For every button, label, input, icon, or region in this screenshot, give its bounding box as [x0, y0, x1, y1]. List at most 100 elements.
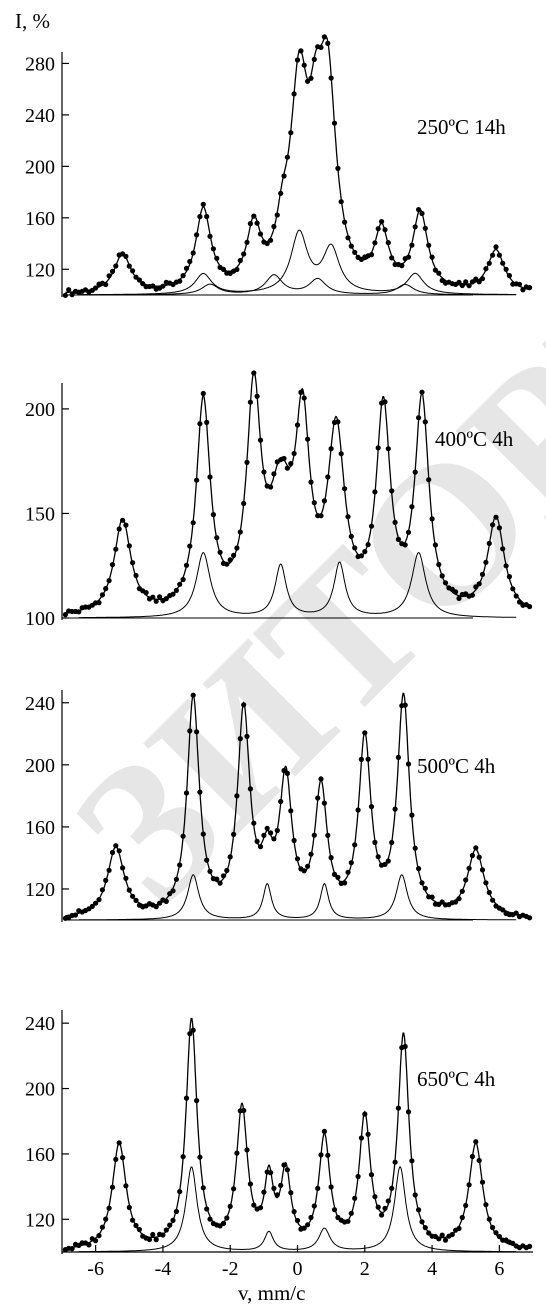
data-point — [284, 154, 290, 160]
y-tick-label: 160 — [25, 817, 55, 839]
data-point — [271, 836, 277, 842]
data-point — [513, 910, 519, 916]
data-point — [204, 419, 210, 425]
data-point — [389, 488, 395, 494]
data-point — [241, 702, 247, 708]
data-point — [180, 273, 186, 279]
data-point — [342, 880, 348, 886]
data-point — [513, 593, 519, 599]
data-point — [379, 1212, 385, 1218]
data-point — [375, 226, 381, 232]
data-point — [220, 266, 227, 272]
spectrum-panel-1: 120 160 200 240 280 250ºC 14h — [25, 34, 533, 298]
data-point — [220, 873, 227, 879]
data-point — [362, 730, 368, 736]
data-point — [328, 75, 334, 81]
data-point — [412, 469, 418, 475]
data-point — [399, 263, 405, 269]
data-point — [395, 1105, 401, 1111]
data-point — [106, 867, 112, 873]
data-point — [325, 832, 331, 839]
data-point — [190, 1027, 196, 1033]
data-point — [126, 543, 132, 549]
data-point — [194, 1098, 200, 1104]
data-point — [109, 562, 116, 568]
data-point — [483, 266, 489, 272]
data-point — [197, 421, 203, 427]
data-point — [405, 529, 412, 535]
y-tick-label: 200 — [25, 755, 55, 777]
data-point — [318, 513, 324, 519]
data-point — [331, 120, 338, 126]
data-point — [321, 498, 327, 504]
data-point — [220, 1220, 227, 1226]
experimental-points — [62, 1027, 533, 1253]
data-point — [432, 267, 438, 273]
data-point — [86, 1242, 92, 1248]
data-point — [321, 1128, 327, 1134]
data-point — [234, 793, 240, 799]
y-axis-title: I, % — [15, 9, 50, 33]
data-point — [469, 1153, 475, 1160]
y-tick-label: 120 — [25, 1209, 55, 1231]
data-point — [113, 546, 119, 552]
data-point — [483, 1202, 489, 1208]
data-point — [500, 260, 506, 266]
data-point — [476, 581, 482, 587]
data-point — [348, 860, 354, 866]
data-point — [288, 808, 294, 814]
data-point — [214, 876, 220, 882]
data-point — [459, 1214, 465, 1221]
data-point — [409, 1158, 415, 1164]
data-point — [385, 240, 391, 246]
x-tick-label: 2 — [360, 1258, 370, 1280]
data-point — [479, 276, 486, 282]
data-point — [348, 243, 354, 249]
data-point — [93, 1238, 99, 1244]
data-point — [264, 240, 270, 247]
data-point — [231, 552, 237, 559]
fit-curve — [65, 1017, 530, 1249]
data-point — [106, 1205, 112, 1211]
data-point — [331, 1207, 338, 1213]
data-point — [305, 78, 311, 84]
data-point — [402, 1043, 408, 1050]
panel-annotation: 400ºC 4h — [435, 427, 514, 451]
data-point — [422, 885, 428, 891]
data-point — [257, 1205, 264, 1211]
data-point — [402, 702, 408, 708]
data-point — [466, 1182, 472, 1188]
data-point — [66, 287, 72, 293]
data-point — [419, 880, 425, 886]
data-point — [416, 207, 422, 213]
data-point — [157, 900, 163, 906]
data-point — [207, 868, 213, 874]
data-point — [109, 849, 116, 856]
panel-annotation: 500ºC 4h — [417, 754, 496, 778]
y-tick-label: 200 — [25, 1079, 55, 1101]
data-point — [335, 419, 341, 425]
data-point — [99, 1224, 105, 1230]
y-tick-label: 240 — [25, 693, 55, 715]
panel-annotation: 250ºC 14h — [417, 115, 506, 139]
x-tick-label: -6 — [87, 1258, 104, 1280]
data-point — [140, 281, 146, 287]
data-point — [224, 867, 230, 874]
component-curve-1 — [78, 229, 517, 296]
data-point — [103, 1216, 109, 1222]
data-point — [237, 257, 243, 264]
data-point — [301, 1225, 307, 1231]
data-point — [177, 1189, 183, 1195]
data-point — [163, 898, 169, 905]
data-point — [365, 542, 371, 548]
data-point — [328, 1184, 334, 1190]
data-point — [93, 900, 99, 906]
data-point — [130, 1217, 136, 1223]
x-tick-label: 6 — [494, 1258, 504, 1280]
data-point — [315, 795, 321, 801]
data-point — [247, 399, 253, 405]
data-point — [392, 519, 398, 526]
data-point — [305, 1222, 311, 1228]
data-point — [210, 511, 216, 518]
